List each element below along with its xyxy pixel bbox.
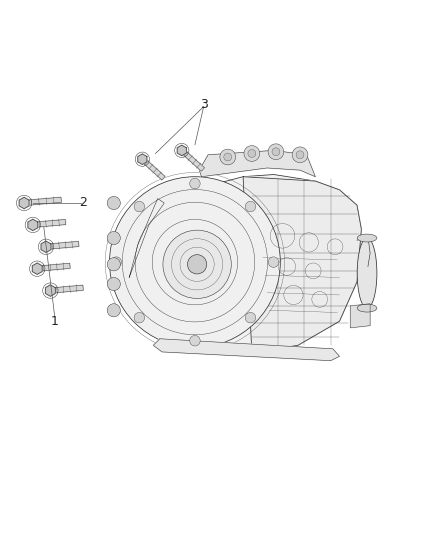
Circle shape (190, 335, 200, 346)
Polygon shape (243, 177, 361, 352)
Circle shape (187, 255, 207, 274)
Polygon shape (46, 241, 79, 249)
Polygon shape (37, 263, 70, 271)
Polygon shape (28, 219, 38, 231)
Polygon shape (129, 174, 361, 352)
Polygon shape (32, 263, 42, 274)
Circle shape (190, 178, 200, 189)
Polygon shape (177, 145, 186, 156)
Text: 1: 1 (51, 315, 59, 328)
Ellipse shape (357, 238, 377, 308)
Circle shape (107, 304, 120, 317)
Polygon shape (138, 154, 147, 165)
Ellipse shape (357, 304, 377, 312)
Circle shape (272, 148, 280, 156)
Circle shape (220, 149, 236, 165)
Ellipse shape (357, 234, 377, 242)
Polygon shape (50, 285, 83, 293)
Text: 2: 2 (79, 197, 87, 209)
Circle shape (107, 231, 120, 245)
Polygon shape (141, 157, 165, 180)
Text: 3: 3 (200, 98, 208, 111)
Circle shape (296, 151, 304, 159)
Circle shape (268, 144, 284, 159)
Circle shape (107, 258, 120, 271)
Circle shape (163, 230, 231, 298)
Polygon shape (199, 150, 315, 177)
Circle shape (268, 257, 279, 268)
Circle shape (245, 312, 256, 323)
Circle shape (134, 201, 145, 212)
Polygon shape (32, 220, 66, 228)
Circle shape (107, 197, 120, 209)
Circle shape (292, 147, 308, 163)
Circle shape (244, 146, 260, 161)
Circle shape (111, 257, 122, 268)
Circle shape (248, 150, 256, 157)
Circle shape (134, 312, 145, 323)
Polygon shape (180, 149, 205, 171)
Polygon shape (350, 304, 370, 328)
Circle shape (110, 177, 280, 348)
Polygon shape (153, 339, 339, 361)
Polygon shape (41, 241, 51, 253)
Circle shape (224, 153, 232, 161)
Circle shape (107, 278, 120, 290)
Polygon shape (24, 197, 61, 206)
Polygon shape (46, 285, 55, 296)
Polygon shape (19, 197, 29, 209)
Circle shape (245, 201, 256, 212)
